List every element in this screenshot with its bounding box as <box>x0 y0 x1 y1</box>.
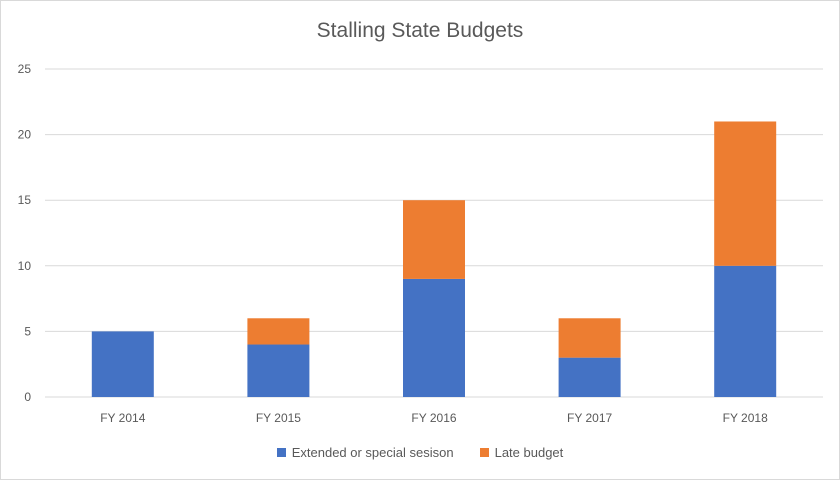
x-tick-label: FY 2015 <box>256 411 301 425</box>
bar-late <box>558 318 621 358</box>
bar-late <box>714 121 777 266</box>
x-tick-label: FY 2018 <box>723 411 768 425</box>
y-tick-label: 25 <box>18 62 32 76</box>
y-tick-label: 10 <box>18 259 32 273</box>
legend-label-extended: Extended or special sesison <box>291 445 454 460</box>
bar-extended <box>403 278 465 397</box>
y-tick-label: 20 <box>18 128 32 142</box>
legend-item-late: Late budget <box>479 445 564 460</box>
bar-extended <box>91 331 154 397</box>
bar-extended <box>558 357 621 397</box>
bar-late <box>403 200 465 279</box>
y-tick-label: 0 <box>24 390 31 404</box>
bar-extended <box>714 265 777 397</box>
bar-extended <box>247 344 310 397</box>
legend-swatch-extended <box>276 448 286 457</box>
legend-label-late: Late budget <box>494 445 564 460</box>
x-tick-label: FY 2017 <box>567 411 612 425</box>
x-tick-label: FY 2016 <box>411 411 456 425</box>
legend-swatch-late <box>479 448 489 457</box>
y-tick-label: 15 <box>18 193 32 207</box>
y-tick-label: 5 <box>24 324 31 338</box>
bar-late <box>247 318 310 345</box>
x-tick-label: FY 2014 <box>100 411 145 425</box>
legend: Extended or special sesison Late budget <box>1 445 839 460</box>
legend-item-extended: Extended or special sesison <box>276 445 454 460</box>
chart-title: Stalling State Budgets <box>316 19 524 42</box>
